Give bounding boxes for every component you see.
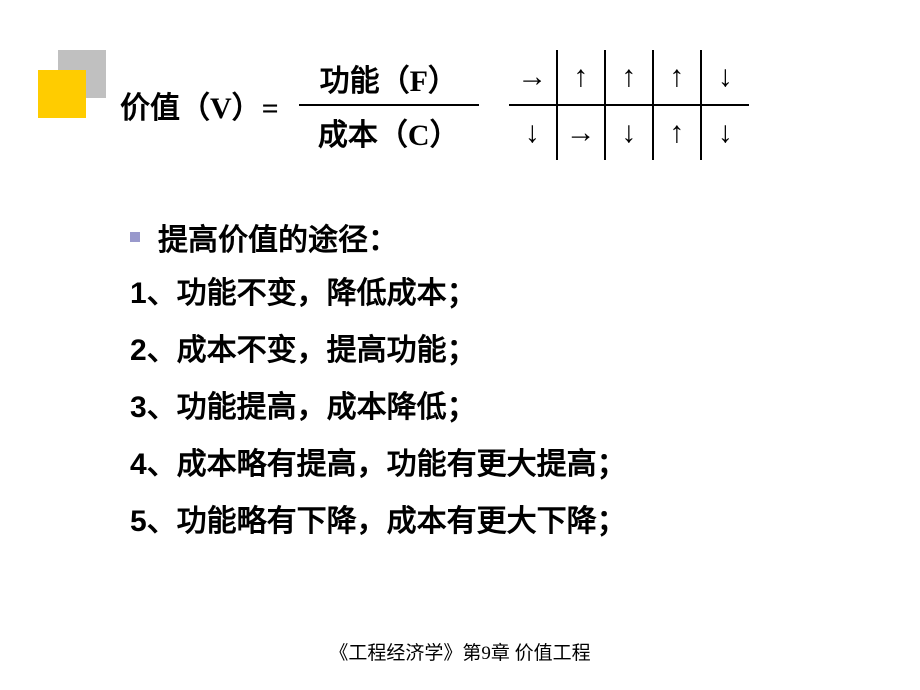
arrow-table-row-2: ↓ → ↓ ↑ ↓ <box>509 105 749 160</box>
list-item: 2、成本不变，提高功能； <box>130 328 627 373</box>
list-item: 1、功能不变，降低成本； <box>130 271 627 316</box>
arrow-cell: ↓ <box>701 50 749 105</box>
formula-numerator: 功能（F） <box>312 52 466 104</box>
footer-text: 《工程经济学》第9章 价值工程 <box>0 638 920 665</box>
formula-lhs: 价值（V）= <box>120 83 279 127</box>
content-body: 提高价值的途径： 1、功能不变，降低成本； 2、成本不变，提高功能； 3、功能提… <box>130 215 627 556</box>
list-item: 4、成本略有提高，功能有更大提高； <box>130 442 627 487</box>
arrow-cell: ↑ <box>557 50 605 105</box>
list-item: 3、功能提高，成本降低； <box>130 385 627 430</box>
formula-row: 价值（V）= 功能（F） 成本（C） → ↑ ↑ ↑ ↓ ↓ → ↓ ↑ ↓ <box>120 50 749 160</box>
list-text: 、功能略有下降，成本有更大下降； <box>147 505 627 538</box>
list-item: 5、功能略有下降，成本有更大下降； <box>130 499 627 544</box>
list-text: 、成本不变，提高功能； <box>147 334 477 367</box>
formula-denominator: 成本（C） <box>310 106 468 158</box>
list-num: 2 <box>130 334 147 367</box>
arrow-cell: ↑ <box>653 105 701 160</box>
arrow-cell: → <box>557 105 605 160</box>
list-num: 5 <box>130 505 147 538</box>
arrow-cell: ↑ <box>605 50 653 105</box>
arrow-cell: ↓ <box>509 105 557 160</box>
arrow-cell: → <box>509 50 557 105</box>
corner-decoration <box>20 50 100 150</box>
bullet-icon <box>130 232 140 242</box>
list-text: 、功能提高，成本降低； <box>147 391 477 424</box>
arrow-table: → ↑ ↑ ↑ ↓ ↓ → ↓ ↑ ↓ <box>509 50 749 160</box>
heading-line: 提高价值的途径： <box>130 215 627 259</box>
yellow-square <box>38 70 86 118</box>
arrow-cell: ↓ <box>701 105 749 160</box>
arrow-table-row-1: → ↑ ↑ ↑ ↓ <box>509 50 749 105</box>
list-num: 1 <box>130 277 147 310</box>
arrow-cell: ↓ <box>605 105 653 160</box>
arrow-cell: ↑ <box>653 50 701 105</box>
list-num: 4 <box>130 448 147 481</box>
heading-text: 提高价值的途径： <box>158 215 398 259</box>
list-text: 、功能不变，降低成本； <box>147 277 477 310</box>
list-num: 3 <box>130 391 147 424</box>
list-text: 、成本略有提高，功能有更大提高； <box>147 448 627 481</box>
formula-fraction: 功能（F） 成本（C） <box>299 52 479 158</box>
